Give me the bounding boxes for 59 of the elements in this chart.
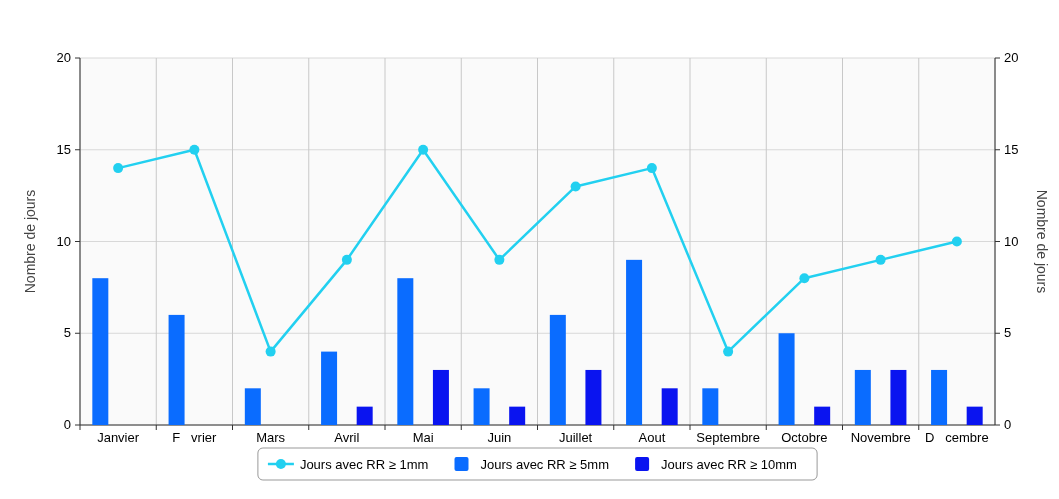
y2-tick-label: 15 (1004, 141, 1019, 157)
y-tick-label: 0 (63, 417, 71, 432)
x-tick-label: Janvier (97, 430, 140, 445)
legend-label: Jours avec RR ≥ 10mm (661, 457, 797, 472)
x-tick-label: Septembre (696, 430, 760, 445)
y2-tick-label: 10 (1004, 233, 1019, 249)
point (341, 254, 352, 265)
bar (549, 314, 566, 425)
point (494, 254, 505, 265)
y2-tick-label: 20 (1004, 50, 1019, 65)
y-tick-label: 15 (56, 141, 71, 157)
y-axis-title: Nombre de jours (22, 189, 38, 294)
bar (966, 406, 983, 425)
bar (661, 388, 678, 425)
x-tick-label: Juin (487, 430, 512, 445)
y-tick-label: 5 (63, 325, 71, 341)
bar (854, 369, 871, 425)
bar (168, 314, 185, 425)
y2-tick-label: 0 (1004, 417, 1012, 432)
y-tick-label: 20 (56, 50, 71, 65)
x-tick-label: Mai (412, 430, 434, 445)
point (265, 346, 276, 357)
bar (473, 388, 490, 425)
bar (397, 278, 414, 425)
point (875, 254, 886, 265)
bar (890, 369, 907, 425)
bar (509, 406, 526, 425)
x-tick-label: D cembre (925, 430, 989, 445)
point (113, 163, 124, 174)
x-tick-label: Aout (638, 430, 666, 445)
y-tick-label: 10 (56, 233, 71, 249)
bar (92, 278, 109, 425)
y2-tick-label: 5 (1004, 325, 1012, 341)
point (418, 144, 429, 155)
bar (356, 406, 373, 425)
point (646, 163, 657, 174)
x-tick-label: Avril (334, 430, 360, 445)
bar (702, 388, 719, 425)
legend-label: Jours avec RR ≥ 5mm (480, 457, 609, 472)
bar (244, 388, 261, 425)
point (799, 273, 810, 284)
bar (432, 369, 449, 425)
x-tick-label: F vrier (172, 430, 218, 445)
point (189, 144, 200, 155)
x-tick-label: Novembre (850, 430, 911, 445)
point (951, 236, 962, 247)
point (723, 346, 734, 357)
x-tick-label: Octobre (781, 430, 828, 445)
bar (778, 333, 795, 425)
bar (814, 406, 831, 425)
bar (585, 369, 602, 425)
bar (321, 351, 338, 425)
legend-label: Jours avec RR ≥ 1mm (299, 457, 429, 472)
x-tick-label: Mars (256, 430, 286, 445)
x-tick-label: Juillet (559, 430, 593, 445)
y2-axis-title: Nombre de jours (1034, 189, 1050, 294)
bar (626, 259, 643, 425)
bar (931, 369, 948, 425)
point (570, 181, 581, 192)
